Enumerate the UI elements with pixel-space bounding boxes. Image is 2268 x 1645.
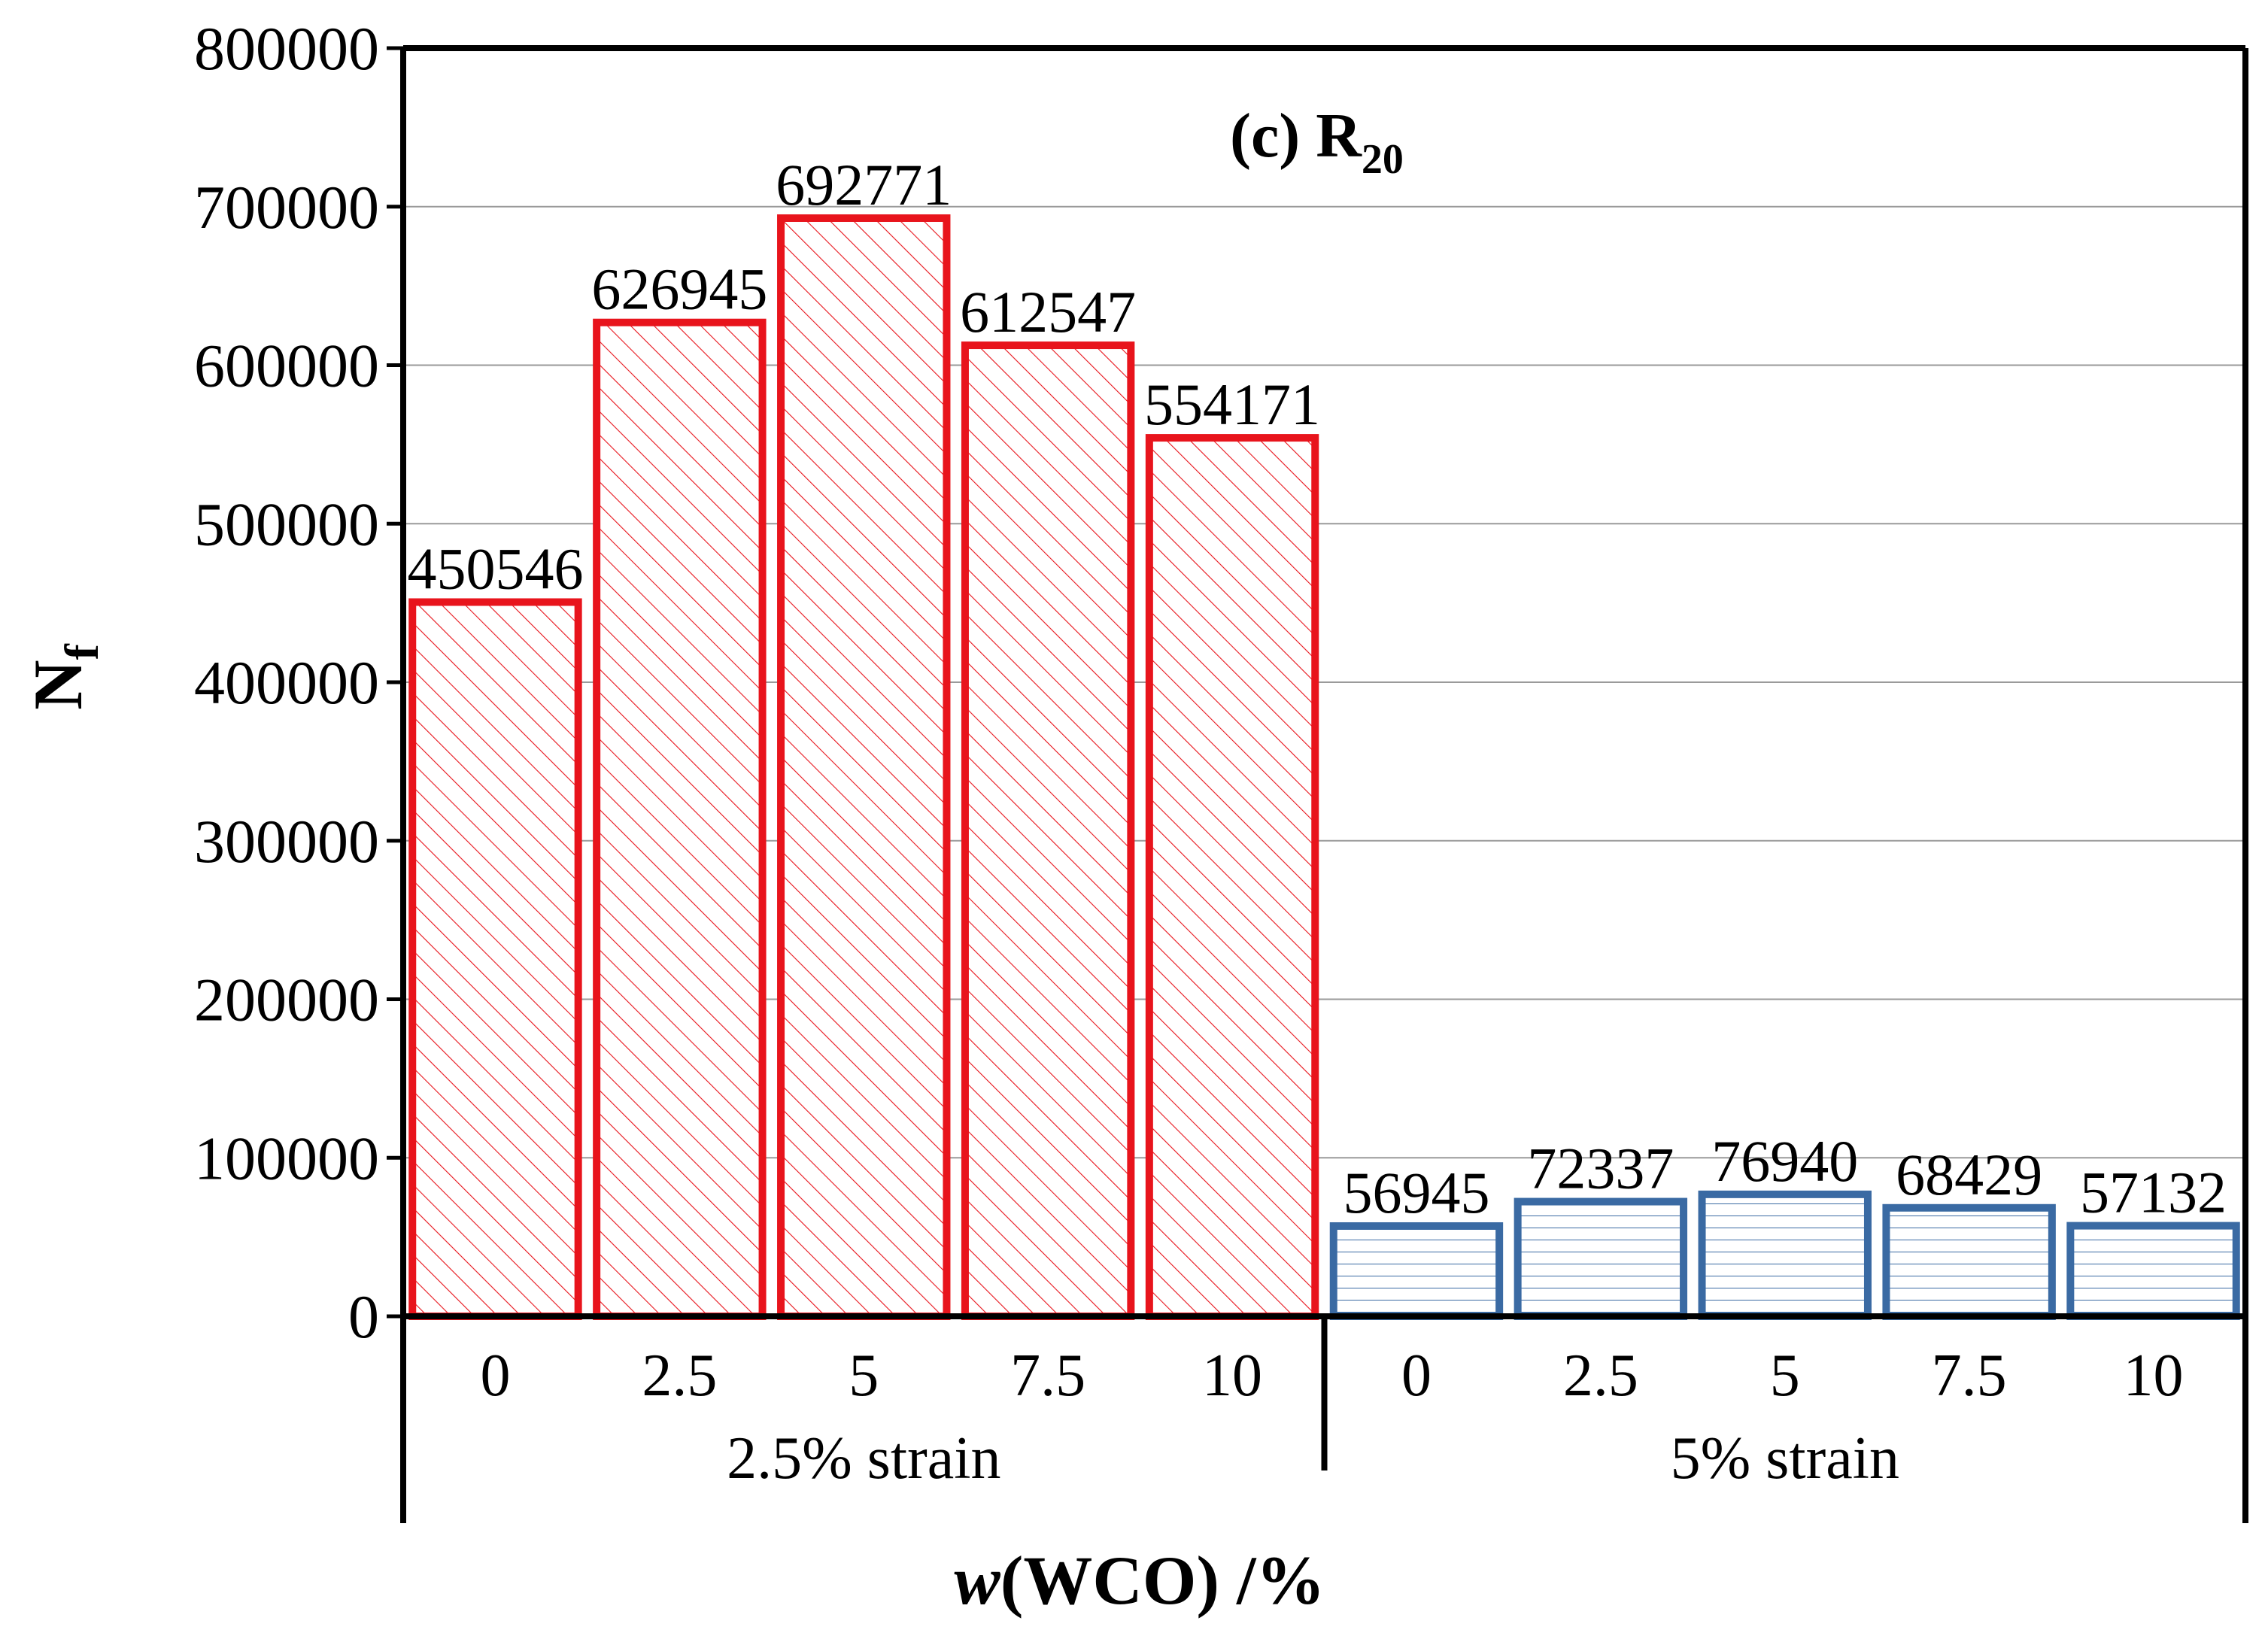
bars — [408, 214, 2240, 1321]
bar — [1514, 1197, 1688, 1321]
bar — [1882, 1203, 2056, 1320]
chart-title: (c) R20 — [1230, 101, 1404, 183]
data-label: 68429 — [1896, 1142, 2042, 1207]
y-axis-title: Nf — [20, 643, 108, 709]
x-axis-title: w(WCO) /% — [954, 1542, 1325, 1619]
y-tick-label: 700000 — [194, 173, 379, 241]
chart-title-subscript: 20 — [1362, 136, 1404, 183]
bar — [1698, 1190, 1872, 1321]
y-tick-label: 100000 — [194, 1124, 379, 1192]
x-category-label: 7.5 — [1010, 1343, 1085, 1409]
bar — [777, 214, 951, 1320]
x-category-label: 2.5 — [1563, 1343, 1638, 1409]
y-tick-labels: 0 100000 200000 300000 400000 500000 600000 700… — [194, 14, 379, 1351]
data-label: 450546 — [407, 536, 583, 601]
y-tick-label: 300000 — [194, 807, 379, 876]
data-label: 554171 — [1144, 372, 1320, 437]
y-tick-label: 0 — [348, 1282, 379, 1351]
bar — [1145, 434, 1319, 1320]
x-category-label: 0 — [480, 1343, 510, 1409]
data-label: 56945 — [1343, 1160, 1489, 1225]
x-category-label: 10 — [2124, 1343, 2184, 1409]
y-tick-label: 800000 — [194, 14, 379, 83]
x-category-labels: 0 2.5 5 7.5 10 2.5% strain 0 2.5 5 7.5 10 5% strain — [480, 1343, 2183, 1492]
bar — [408, 598, 582, 1320]
data-label: 692771 — [776, 152, 952, 217]
data-label: 76940 — [1711, 1128, 1858, 1194]
y-axis-title-subscript: f — [55, 643, 108, 660]
axes — [387, 45, 2248, 1523]
y-tick-label: 500000 — [194, 490, 379, 558]
x-group-label: 2.5% strain — [727, 1425, 1000, 1492]
x-category-label: 5 — [1770, 1343, 1800, 1409]
x-category-label: 10 — [1202, 1343, 1262, 1409]
y-axis-title-main: N — [20, 660, 96, 709]
x-group-label: 5% strain — [1671, 1425, 1899, 1492]
data-label: 626945 — [591, 256, 767, 322]
bar — [961, 341, 1135, 1320]
bar — [2066, 1222, 2240, 1321]
chart-title-main: (c) R — [1230, 101, 1362, 171]
x-category-label: 0 — [1401, 1343, 1432, 1409]
x-category-label: 2.5 — [642, 1343, 717, 1409]
x-category-label: 7.5 — [1932, 1343, 2007, 1409]
x-axis-title-rest: (WCO) /% — [1000, 1542, 1325, 1619]
data-label: 72337 — [1527, 1136, 1674, 1201]
bar — [1329, 1222, 1504, 1320]
data-label: 57132 — [2080, 1160, 2227, 1225]
y-tick-label: 400000 — [194, 648, 379, 717]
x-category-label: 5 — [849, 1343, 879, 1409]
data-label: 612547 — [960, 279, 1136, 344]
y-tick-label: 200000 — [194, 966, 379, 1034]
y-tick-label: 600000 — [194, 332, 379, 400]
bar — [593, 318, 767, 1321]
x-axis-title-italic: w — [954, 1542, 1000, 1619]
